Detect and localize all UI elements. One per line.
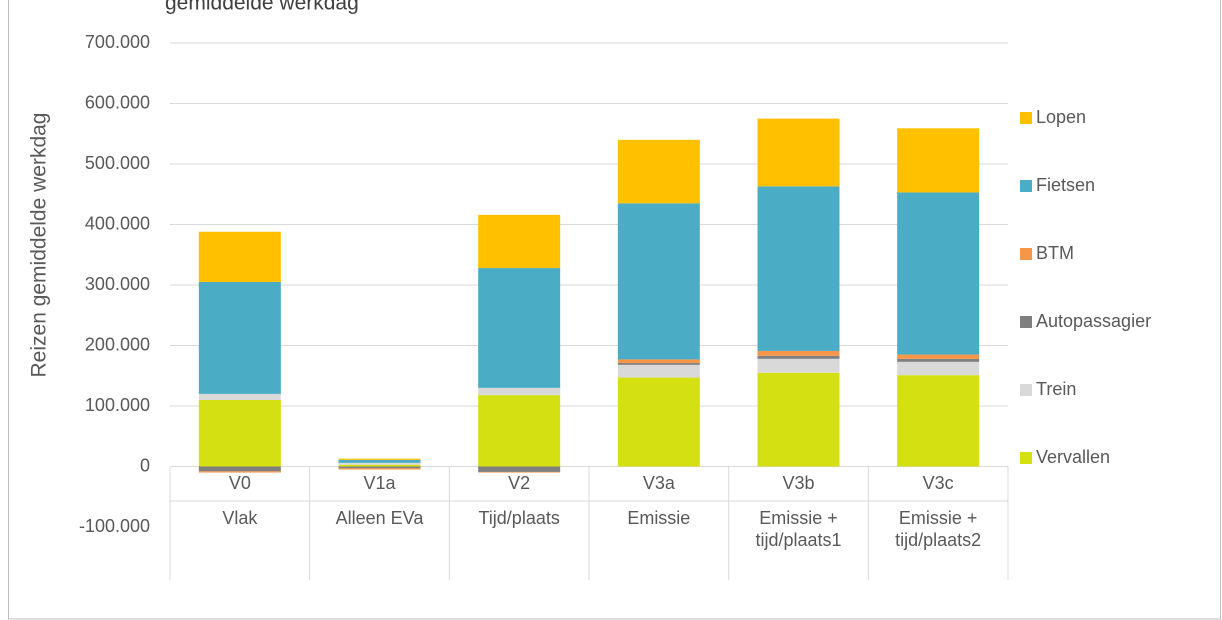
bar-segment (757, 355, 840, 359)
legend-swatch (1020, 384, 1032, 396)
legend-label: Trein (1036, 379, 1076, 399)
bar-segment (757, 186, 840, 351)
bar-segment (198, 471, 281, 473)
legend-swatch (1020, 452, 1032, 464)
bar-segment (897, 128, 980, 193)
bar-segment (897, 361, 980, 376)
bar-segment (757, 118, 840, 187)
bar-segment (198, 393, 281, 400)
y-tick-label: 0 (140, 455, 150, 475)
bar-segment (617, 363, 700, 365)
bar-segment (897, 358, 980, 362)
legend-label: Fietsen (1036, 175, 1095, 195)
bar-segment (757, 358, 840, 373)
y-tick-label: 300.000 (85, 274, 150, 294)
category-group-line: tijd/plaats2 (895, 530, 981, 550)
y-axis-label: Reizen gemiddelde werkdag (28, 113, 51, 378)
bar-segment (338, 468, 421, 470)
bar-segment (338, 462, 421, 465)
bar-segment (198, 281, 281, 394)
y-tick-label: -100.000 (79, 516, 150, 536)
bar-segment (478, 387, 561, 396)
legend-label: Vervallen (1036, 447, 1110, 467)
legend-label: BTM (1036, 243, 1074, 263)
x-tick-label: V2 (508, 473, 530, 493)
category-group-label: Emissie + tijd/plaats2 (895, 508, 981, 550)
bar-segment (617, 377, 700, 467)
category-group-label: Alleen EVa (336, 508, 425, 528)
y-tick-label: 600.000 (85, 92, 150, 112)
category-group-line: Emissie + (899, 508, 978, 528)
legend-label: Lopen (1036, 107, 1086, 127)
bar-segment (478, 471, 561, 473)
bar-segment (617, 359, 700, 364)
bar-segment (338, 464, 421, 467)
chart-frame (8, 0, 1221, 620)
category-group-label: Emissie + tijd/plaats1 (755, 508, 841, 550)
category-group-line: Tijd/plaats (478, 508, 559, 528)
bar-segment (897, 192, 980, 355)
y-tick-label: 200.000 (85, 334, 150, 354)
bar-segment (338, 466, 421, 469)
bar-segment (198, 466, 281, 472)
bar-segment (617, 203, 700, 360)
x-tick-label: V3a (643, 473, 676, 493)
legend-swatch (1020, 248, 1032, 260)
y-tick-label: 700.000 (85, 32, 150, 52)
x-tick-label: V1a (363, 473, 396, 493)
legend-label: Autopassagier (1036, 311, 1151, 331)
category-group-line: tijd/plaats1 (755, 530, 841, 550)
y-tick-label: 400.000 (85, 213, 150, 233)
bar-segment (617, 139, 700, 204)
category-group-line: Vlak (222, 508, 258, 528)
category-group-label: Vlak (222, 508, 258, 528)
legend-swatch (1020, 180, 1032, 192)
category-group-line: Emissie (627, 508, 690, 528)
bar-segment (478, 214, 561, 269)
x-tick-label: V0 (229, 473, 251, 493)
x-tick-label: V3c (923, 473, 954, 493)
bar-segment (757, 372, 840, 467)
bar-segment (478, 395, 561, 467)
bar-segment (338, 459, 421, 463)
legend-swatch (1020, 112, 1032, 124)
bar-segment (198, 231, 281, 282)
bar-segment (897, 375, 980, 467)
bar-segment (617, 364, 700, 378)
y-tick-label: 500.000 (85, 153, 150, 173)
bar-segment (198, 399, 281, 467)
chart-title: gemiddelde werkdag (165, 0, 359, 15)
category-group-line: Alleen EVa (336, 508, 425, 528)
legend-swatch (1020, 316, 1032, 328)
bar-segment (478, 466, 561, 472)
x-tick-label: V3b (782, 473, 814, 493)
bar-segment (478, 268, 561, 388)
category-group-line: Emissie + (759, 508, 838, 528)
bar-segment (338, 458, 421, 460)
category-group-label: Emissie (627, 508, 690, 528)
bar-segment (897, 354, 980, 359)
bar-segment (757, 350, 840, 356)
y-tick-label: 100.000 (85, 395, 150, 415)
category-group-label: Tijd/plaats (478, 508, 559, 528)
